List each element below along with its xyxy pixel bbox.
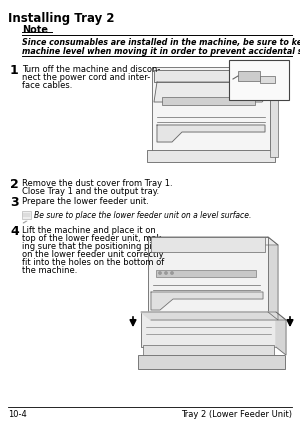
Circle shape: [159, 272, 161, 274]
Polygon shape: [268, 237, 278, 320]
Text: ing sure that the positioning pins: ing sure that the positioning pins: [22, 242, 161, 250]
FancyBboxPatch shape: [154, 71, 264, 83]
FancyBboxPatch shape: [151, 237, 265, 253]
Text: Tray 2 (Lower Feeder Unit): Tray 2 (Lower Feeder Unit): [181, 409, 292, 418]
Text: Be sure to place the lower feeder unit on a level surface.: Be sure to place the lower feeder unit o…: [34, 210, 251, 219]
Text: fit into the holes on the bottom of: fit into the holes on the bottom of: [22, 257, 164, 266]
Polygon shape: [151, 292, 263, 310]
Text: Remove the dust cover from Tray 1.: Remove the dust cover from Tray 1.: [22, 178, 172, 187]
Text: face cables.: face cables.: [22, 81, 72, 90]
Text: 4: 4: [10, 225, 19, 237]
Circle shape: [165, 272, 167, 274]
Text: Since consumables are installed in the machine, be sure to keep the: Since consumables are installed in the m…: [22, 38, 300, 47]
FancyBboxPatch shape: [22, 211, 31, 220]
Text: Close Tray 1 and the output tray.: Close Tray 1 and the output tray.: [22, 187, 159, 196]
FancyBboxPatch shape: [270, 83, 278, 158]
FancyBboxPatch shape: [147, 151, 275, 163]
Text: on the lower feeder unit correctly: on the lower feeder unit correctly: [22, 249, 164, 259]
FancyBboxPatch shape: [141, 312, 276, 347]
Text: Turn off the machine and discon-: Turn off the machine and discon-: [22, 65, 160, 74]
Text: 2: 2: [10, 178, 19, 190]
FancyBboxPatch shape: [138, 355, 285, 369]
Text: Prepare the lower feeder unit.: Prepare the lower feeder unit.: [22, 196, 149, 205]
Text: top of the lower feeder unit, mak-: top of the lower feeder unit, mak-: [22, 233, 164, 242]
Text: Note: Note: [22, 25, 48, 35]
FancyBboxPatch shape: [238, 72, 260, 82]
Text: Lift the machine and place it on: Lift the machine and place it on: [22, 225, 156, 234]
Polygon shape: [157, 126, 265, 143]
FancyBboxPatch shape: [152, 68, 270, 158]
FancyBboxPatch shape: [148, 237, 268, 312]
Text: 10-4: 10-4: [8, 409, 27, 418]
FancyBboxPatch shape: [143, 345, 274, 355]
Polygon shape: [276, 312, 286, 355]
Text: nect the power cord and inter-: nect the power cord and inter-: [22, 73, 150, 82]
Text: 1: 1: [10, 64, 19, 77]
Polygon shape: [151, 237, 278, 245]
FancyBboxPatch shape: [229, 61, 289, 101]
Polygon shape: [154, 83, 270, 103]
Text: Installing Tray 2: Installing Tray 2: [8, 12, 115, 25]
Text: 3: 3: [10, 196, 19, 208]
FancyBboxPatch shape: [156, 271, 256, 277]
Polygon shape: [141, 312, 286, 320]
FancyBboxPatch shape: [260, 77, 275, 84]
Circle shape: [171, 272, 173, 274]
FancyBboxPatch shape: [162, 98, 255, 106]
Text: machine level when moving it in order to prevent accidental spills.: machine level when moving it in order to…: [22, 47, 300, 56]
Text: the machine.: the machine.: [22, 265, 77, 274]
